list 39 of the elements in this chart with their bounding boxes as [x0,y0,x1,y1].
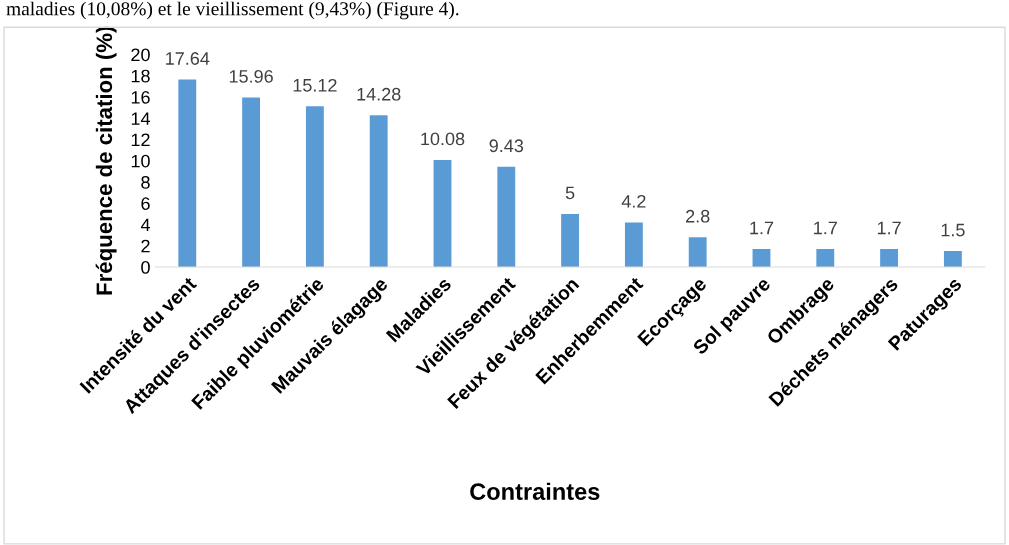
y-tick-label: 6 [141,197,150,211]
y-tick-label: 0 [141,260,150,274]
bar [305,106,324,268]
bar [688,237,707,268]
bar [624,222,643,268]
y-tick-label: 12 [131,133,150,147]
bar [816,248,835,268]
y-tick-label: 8 [141,175,150,189]
y-tick-label: 18 [131,69,150,83]
bar [369,115,388,268]
data-label: 1.7 [814,221,837,235]
data-label: 9.43 [489,139,524,153]
x-axis-title: Contraintes [470,482,600,500]
y-tick-label: 14 [131,112,150,125]
data-label: 1.5 [941,223,965,237]
data-label: 17.64 [166,52,210,65]
data-label: 10.08 [421,132,465,146]
y-tick-label: 16 [131,90,150,104]
y-tick-label: 2 [141,239,150,253]
data-label: 4.2 [621,194,646,208]
data-label: 1.7 [750,221,774,235]
y-axis-title: Fréquence de citation (%) [95,26,117,295]
bar [242,97,261,268]
bar [178,79,197,268]
text: maladies (10,08%) et le vieillissement (9,43%) (Figure 4). [6,1,459,20]
data-label: 5 [565,186,575,200]
bar [943,251,962,268]
data-label: 14.28 [357,87,401,101]
data-label: 15.96 [229,69,273,83]
data-label: 2.8 [686,209,710,223]
bar [880,248,899,268]
bar [497,166,516,268]
y-tick-label: 4 [140,218,150,232]
bar [433,159,452,268]
y-tick-label: 20 [131,48,150,62]
data-label: 1.7 [877,221,901,235]
data-label: 15.12 [293,78,337,92]
bar [561,213,580,268]
y-tick-label: 10 [131,154,150,168]
